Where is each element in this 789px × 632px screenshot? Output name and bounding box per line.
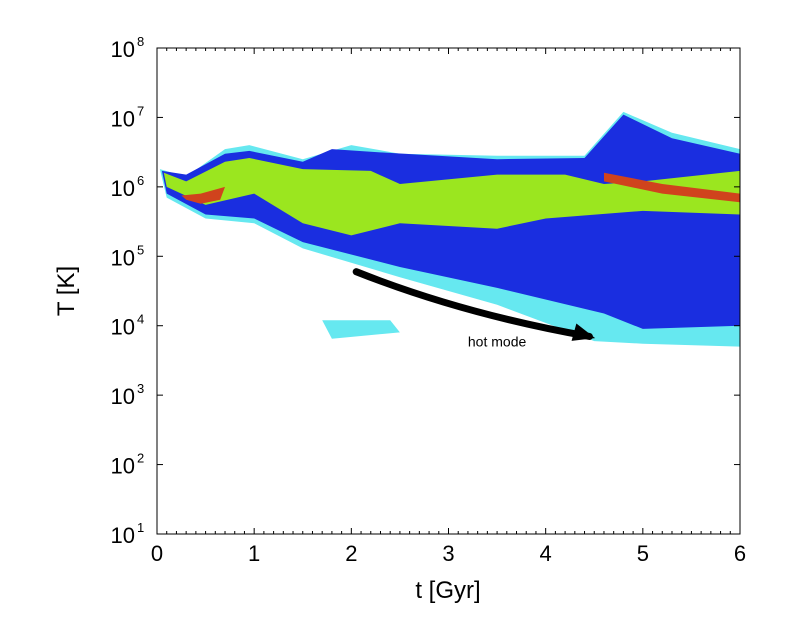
y-tick-exponent: 4 [137, 312, 144, 327]
y-tick-exponent: 5 [137, 242, 144, 257]
x-tick-label: 6 [734, 541, 746, 566]
y-tick-exponent: 1 [137, 520, 144, 535]
density-band-mid [163, 158, 740, 236]
x-tick-label: 5 [637, 541, 649, 566]
x-tick-label: 1 [248, 541, 260, 566]
y-tick-label: 10 [111, 106, 135, 131]
y-tick-exponent: 3 [137, 381, 144, 396]
x-tick-label: 4 [540, 541, 552, 566]
density-band-lowest [322, 320, 400, 339]
y-tick-label: 10 [111, 454, 135, 479]
y-tick-exponent: 8 [137, 34, 144, 49]
density-band-high [604, 172, 740, 203]
y-tick-label: 10 [111, 523, 135, 548]
hot-mode-label: hot mode [468, 334, 527, 350]
hot-mode-arrow [352, 268, 593, 340]
y-tick-label: 10 [111, 384, 135, 409]
y-tick-exponent: 6 [137, 173, 144, 188]
x-tick-label: 2 [345, 541, 357, 566]
y-tick-label: 10 [111, 37, 135, 62]
x-tick-label: 0 [151, 541, 163, 566]
y-tick-label: 10 [111, 245, 135, 270]
y-axis-title: T [K] [53, 266, 80, 316]
annotations: hot mode [352, 268, 596, 350]
density-band-high [181, 186, 225, 204]
density-bands [159, 111, 740, 347]
x-tick-label: 3 [442, 541, 454, 566]
y-tick-label: 10 [111, 315, 135, 340]
y-tick-exponent: 7 [137, 103, 144, 118]
y-tick-label: 10 [111, 176, 135, 201]
y-tick-exponent: 2 [137, 451, 144, 466]
hot-mode-arrowhead [571, 323, 596, 341]
x-axis-title: t [Gyr] [415, 577, 480, 604]
